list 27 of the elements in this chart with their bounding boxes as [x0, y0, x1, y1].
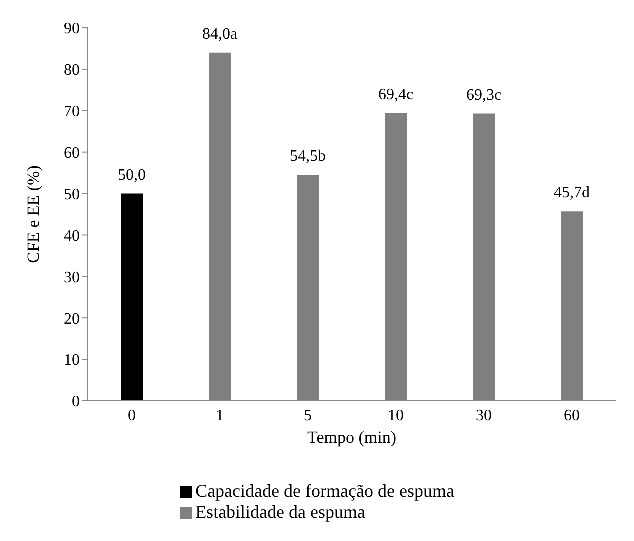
data-label: 54,5b: [290, 148, 326, 166]
y-tick-label: 10: [64, 352, 80, 370]
y-tick-label: 50: [64, 186, 80, 204]
y-tick-label: 40: [64, 228, 80, 245]
y-tick-label: 70: [64, 104, 80, 121]
y-tick-label: 80: [64, 62, 80, 80]
x-tick-label: 60: [564, 407, 580, 424]
data-label: 50,0: [118, 166, 146, 184]
x-tick-label: 10: [388, 407, 404, 424]
data-label: 69,4c: [378, 86, 414, 104]
y-tick-label: 60: [64, 145, 80, 162]
y-tick-label: 90: [64, 20, 80, 38]
y-tick-label: 20: [64, 310, 80, 328]
data-label: 69,3c: [466, 86, 502, 104]
x-tick-label: 0: [128, 407, 136, 424]
x-tick-label: 30: [476, 407, 492, 424]
legend-label: Capacidade de formação de espuma: [196, 481, 454, 502]
data-label: 84,0a: [202, 26, 238, 43]
legend-label: Estabilidade da espuma: [196, 502, 366, 523]
x-tick-label: 5: [304, 407, 312, 424]
x-tick-label: 1: [216, 407, 224, 424]
data-label: 45,7d: [554, 184, 590, 202]
y-tick-label: 30: [64, 269, 80, 286]
bar: [121, 194, 143, 401]
x-axis-title: Tempo (min): [308, 428, 396, 447]
y-axis-title: CFE e EE (%): [24, 166, 44, 264]
y-tick-label: 0: [72, 394, 80, 411]
